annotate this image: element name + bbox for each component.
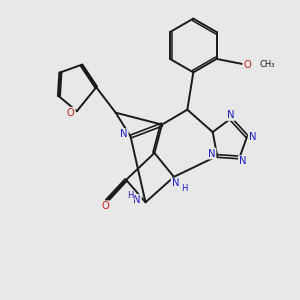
- Text: N: N: [239, 156, 246, 166]
- Text: N: N: [227, 110, 234, 120]
- Text: N: N: [249, 132, 256, 142]
- Text: N: N: [120, 129, 128, 139]
- Text: O: O: [67, 108, 75, 118]
- Text: H: H: [128, 191, 134, 200]
- Text: N: N: [134, 195, 141, 205]
- Text: O: O: [243, 60, 251, 70]
- Text: N: N: [208, 148, 216, 159]
- Text: O: O: [101, 201, 109, 211]
- Text: CH₃: CH₃: [260, 60, 275, 69]
- Text: H: H: [181, 184, 188, 193]
- Text: N: N: [172, 178, 179, 188]
